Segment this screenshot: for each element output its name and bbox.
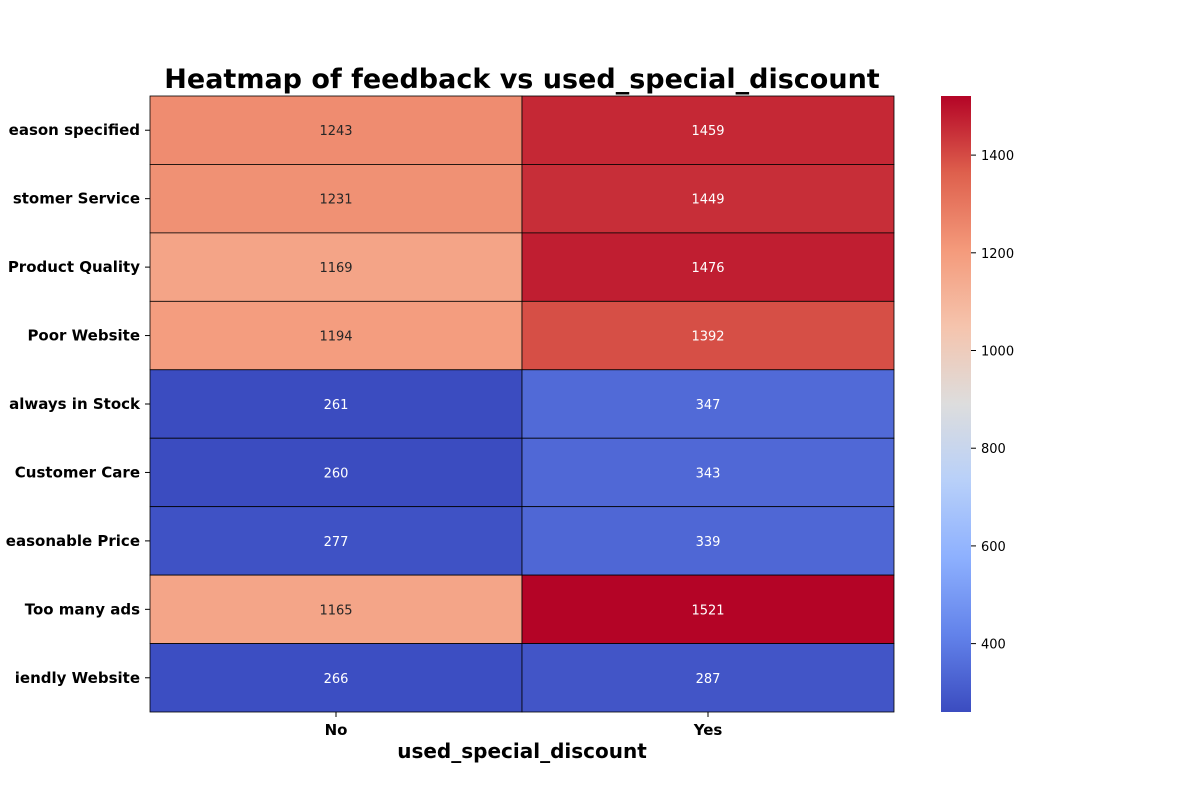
x-tick-labels: No Yes bbox=[325, 712, 723, 739]
cell-value-label: 1449 bbox=[691, 193, 724, 208]
cell-value-label: 1165 bbox=[319, 603, 352, 618]
chart-title: Heatmap of feedback vs used_special_disc… bbox=[164, 64, 880, 95]
cell-value-label: 343 bbox=[696, 466, 721, 481]
cell-value-label: 1521 bbox=[691, 603, 724, 618]
cell-value-label: 1392 bbox=[691, 330, 724, 345]
x-tick-label: Yes bbox=[693, 721, 723, 739]
colorbar-tick-label: 1000 bbox=[981, 345, 1014, 360]
heatmap-cell bbox=[521, 369, 895, 439]
heatmap-cells: 1243 1459 1231 1449 1169 1476 1194 1392 261 347 26… bbox=[149, 95, 895, 713]
y-tick-label: always in Stock bbox=[9, 395, 141, 413]
y-tick-label: stomer Service bbox=[13, 190, 140, 208]
y-tick-label: eason specified bbox=[9, 121, 140, 139]
cell-value-label: 347 bbox=[696, 398, 721, 413]
y-tick-label: Customer Care bbox=[15, 463, 140, 481]
heatmap-cell bbox=[521, 643, 895, 713]
cell-value-label: 1476 bbox=[691, 261, 724, 276]
y-tick-label: easonable Price bbox=[6, 532, 140, 550]
heatmap-cell bbox=[521, 164, 895, 234]
heatmap-cell bbox=[149, 232, 523, 302]
heatmap-cell bbox=[149, 164, 523, 234]
cell-value-label: 1194 bbox=[319, 330, 352, 345]
heatmap-cell bbox=[149, 574, 523, 644]
y-tick-label: Poor Website bbox=[27, 327, 140, 345]
cell-value-label: 1169 bbox=[319, 261, 352, 276]
colorbar-gradient bbox=[941, 96, 971, 712]
y-tick-label: Product Quality bbox=[8, 258, 140, 276]
heatmap-cell bbox=[521, 437, 895, 508]
cell-value-label: 287 bbox=[696, 672, 721, 687]
y-tick-label: iendly Website bbox=[15, 669, 140, 687]
colorbar-tick-label: 1200 bbox=[981, 247, 1014, 262]
cell-value-label: 1231 bbox=[319, 193, 352, 208]
heatmap-cell bbox=[521, 95, 895, 165]
heatmap-cell bbox=[521, 232, 895, 302]
heatmap-cell bbox=[149, 95, 523, 165]
colorbar-tick-label: 1400 bbox=[981, 149, 1014, 164]
x-axis-title: used_special_discount bbox=[397, 739, 647, 763]
heatmap-cell bbox=[149, 643, 523, 713]
cell-value-label: 339 bbox=[696, 535, 721, 550]
heatmap-cell bbox=[521, 300, 895, 371]
y-tick-labels: eason specified stomer Service Product Qua… bbox=[6, 121, 150, 687]
cell-value-label: 1243 bbox=[319, 124, 352, 139]
x-tick-label: No bbox=[325, 721, 348, 739]
cell-value-label: 1459 bbox=[691, 124, 724, 139]
colorbar-tick-label: 400 bbox=[981, 638, 1006, 653]
heatmap-cell bbox=[521, 574, 895, 644]
heatmap-cell bbox=[149, 300, 523, 371]
cell-value-label: 266 bbox=[324, 672, 349, 687]
colorbar-tick-label: 600 bbox=[981, 540, 1006, 555]
y-tick-label: Too many ads bbox=[25, 600, 140, 618]
colorbar-tick-label: 800 bbox=[981, 442, 1006, 457]
cell-value-label: 261 bbox=[324, 398, 349, 413]
cell-value-label: 277 bbox=[324, 535, 349, 550]
cell-value-label: 260 bbox=[324, 466, 349, 481]
heatmap-cell bbox=[149, 506, 523, 576]
heatmap-cell bbox=[521, 506, 895, 576]
colorbar: 400 600 800 1000 1200 1400 bbox=[941, 96, 1014, 712]
